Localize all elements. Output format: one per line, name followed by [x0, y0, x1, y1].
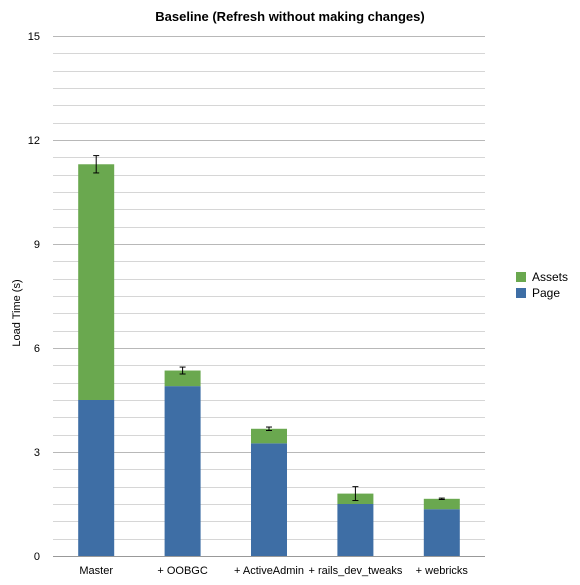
- x-tick-label: Master: [79, 565, 113, 577]
- bar-assets: [78, 164, 115, 400]
- y-tick-label: 12: [28, 135, 40, 147]
- y-tick-label: 6: [34, 343, 40, 355]
- bar-page: [78, 400, 115, 556]
- x-tick-labels: Master + OOBGC + ActiveAdmin + rails_dev_tw…: [79, 565, 468, 577]
- error-bars: [93, 155, 445, 502]
- legend: Assets Page: [516, 270, 568, 300]
- chart-title: Baseline (Refresh without making changes…: [155, 9, 424, 24]
- legend-label-assets: Assets: [532, 270, 568, 284]
- bars: [78, 164, 460, 556]
- x-tick-label: + OOBGC: [157, 565, 207, 577]
- bar-page: [164, 386, 201, 556]
- y-tick-label: 3: [34, 447, 40, 459]
- bar-assets: [164, 370, 201, 387]
- bar-page: [423, 509, 460, 556]
- y-tick-labels: 0 3 6 9 12 15: [28, 31, 40, 563]
- y-tick-label: 15: [28, 31, 40, 43]
- x-tick-label: + ActiveAdmin: [234, 565, 304, 577]
- grid-lines: [53, 36, 485, 557]
- legend-swatch-assets: [516, 272, 526, 282]
- y-tick-label: 9: [34, 239, 40, 251]
- y-tick-label: 0: [34, 551, 40, 563]
- bar-assets: [251, 428, 287, 444]
- bar-assets: [423, 498, 460, 510]
- x-tick-label: + rails_dev_tweaks: [308, 565, 402, 577]
- bar-page: [251, 443, 287, 556]
- y-axis-label: Load Time (s): [11, 279, 23, 346]
- bar-page: [337, 504, 374, 556]
- x-tick-label: + webricks: [416, 565, 469, 577]
- legend-swatch-page: [516, 288, 526, 298]
- legend-label-page: Page: [532, 286, 560, 300]
